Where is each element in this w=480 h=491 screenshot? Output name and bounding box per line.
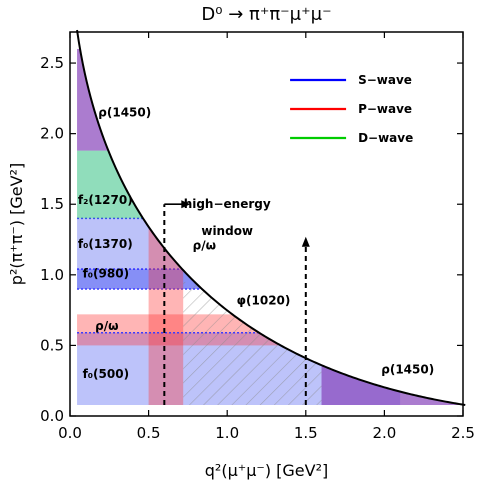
y-tick-label: 0.0 [40,407,64,425]
region-label: φ(1020) [237,293,291,307]
resonance-regions [77,48,463,405]
region-f2-1270- [77,150,165,219]
high-energy-window-annotation: high−energy window [164,197,310,247]
region-rho-1450-p2- [77,48,165,151]
x-axis-label: q²(μ⁺μ⁻) [GeV²] [205,461,328,480]
phase-space-boundary [76,29,466,406]
region-label: f₀(1370) [78,237,133,251]
x-tick-label: 0.0 [58,424,82,442]
y-tick-label: 1.0 [40,266,64,284]
region-label: ρ/ω [95,319,118,333]
y-axis-label: p²(π⁺π⁻) [GeV²] [7,163,26,285]
x-tick-label: 1.5 [294,424,318,442]
dashed-window-lines [163,204,307,406]
region-label: f₀(980) [83,267,129,281]
x-tick-label: 0.5 [137,424,161,442]
window-label-line2: window [201,224,253,238]
y-tick-label: 1.5 [40,195,64,213]
legend: S−wave P−wave D−wave [290,73,413,145]
x-tick-label: 2.5 [451,424,475,442]
region-label: f₂(1270) [78,193,133,207]
region-label: ρ(1450) [381,363,434,377]
y-axis-ticks: 0.0 0.5 1.0 1.5 2.0 2.5 [40,54,463,425]
legend-label: P−wave [358,102,412,116]
plot-frame [69,31,464,417]
x-tick-label: 2.0 [372,424,396,442]
x-axis-ticks: 0.0 0.5 1.0 1.5 2.0 2.5 [58,32,475,442]
y-tick-label: 2.5 [40,54,64,72]
legend-label: S−wave [358,73,412,87]
plot-area [77,48,463,405]
window-label-line1: high−energy [184,197,271,211]
y-tick-label: 0.5 [40,336,64,354]
y-tick-label: 2.0 [40,125,64,143]
region-label: f₀(500) [83,367,129,381]
window-bracket-arrowhead [181,200,191,209]
window-up-arrowhead [301,236,310,247]
chart-title: D⁰ → π⁺π⁻μ⁺μ⁻ [201,4,331,25]
region-labels: ρ(1450) f₂(1270) f₀(1370) f₀(980) ρ/ω φ(1020)… [78,106,434,381]
region-rho-omega-q2- [148,190,184,405]
region-label: ρ(1450) [98,106,151,120]
legend-label: D−wave [358,131,413,145]
region-label: ρ/ω [193,238,216,252]
x-tick-label: 1.0 [215,424,239,442]
